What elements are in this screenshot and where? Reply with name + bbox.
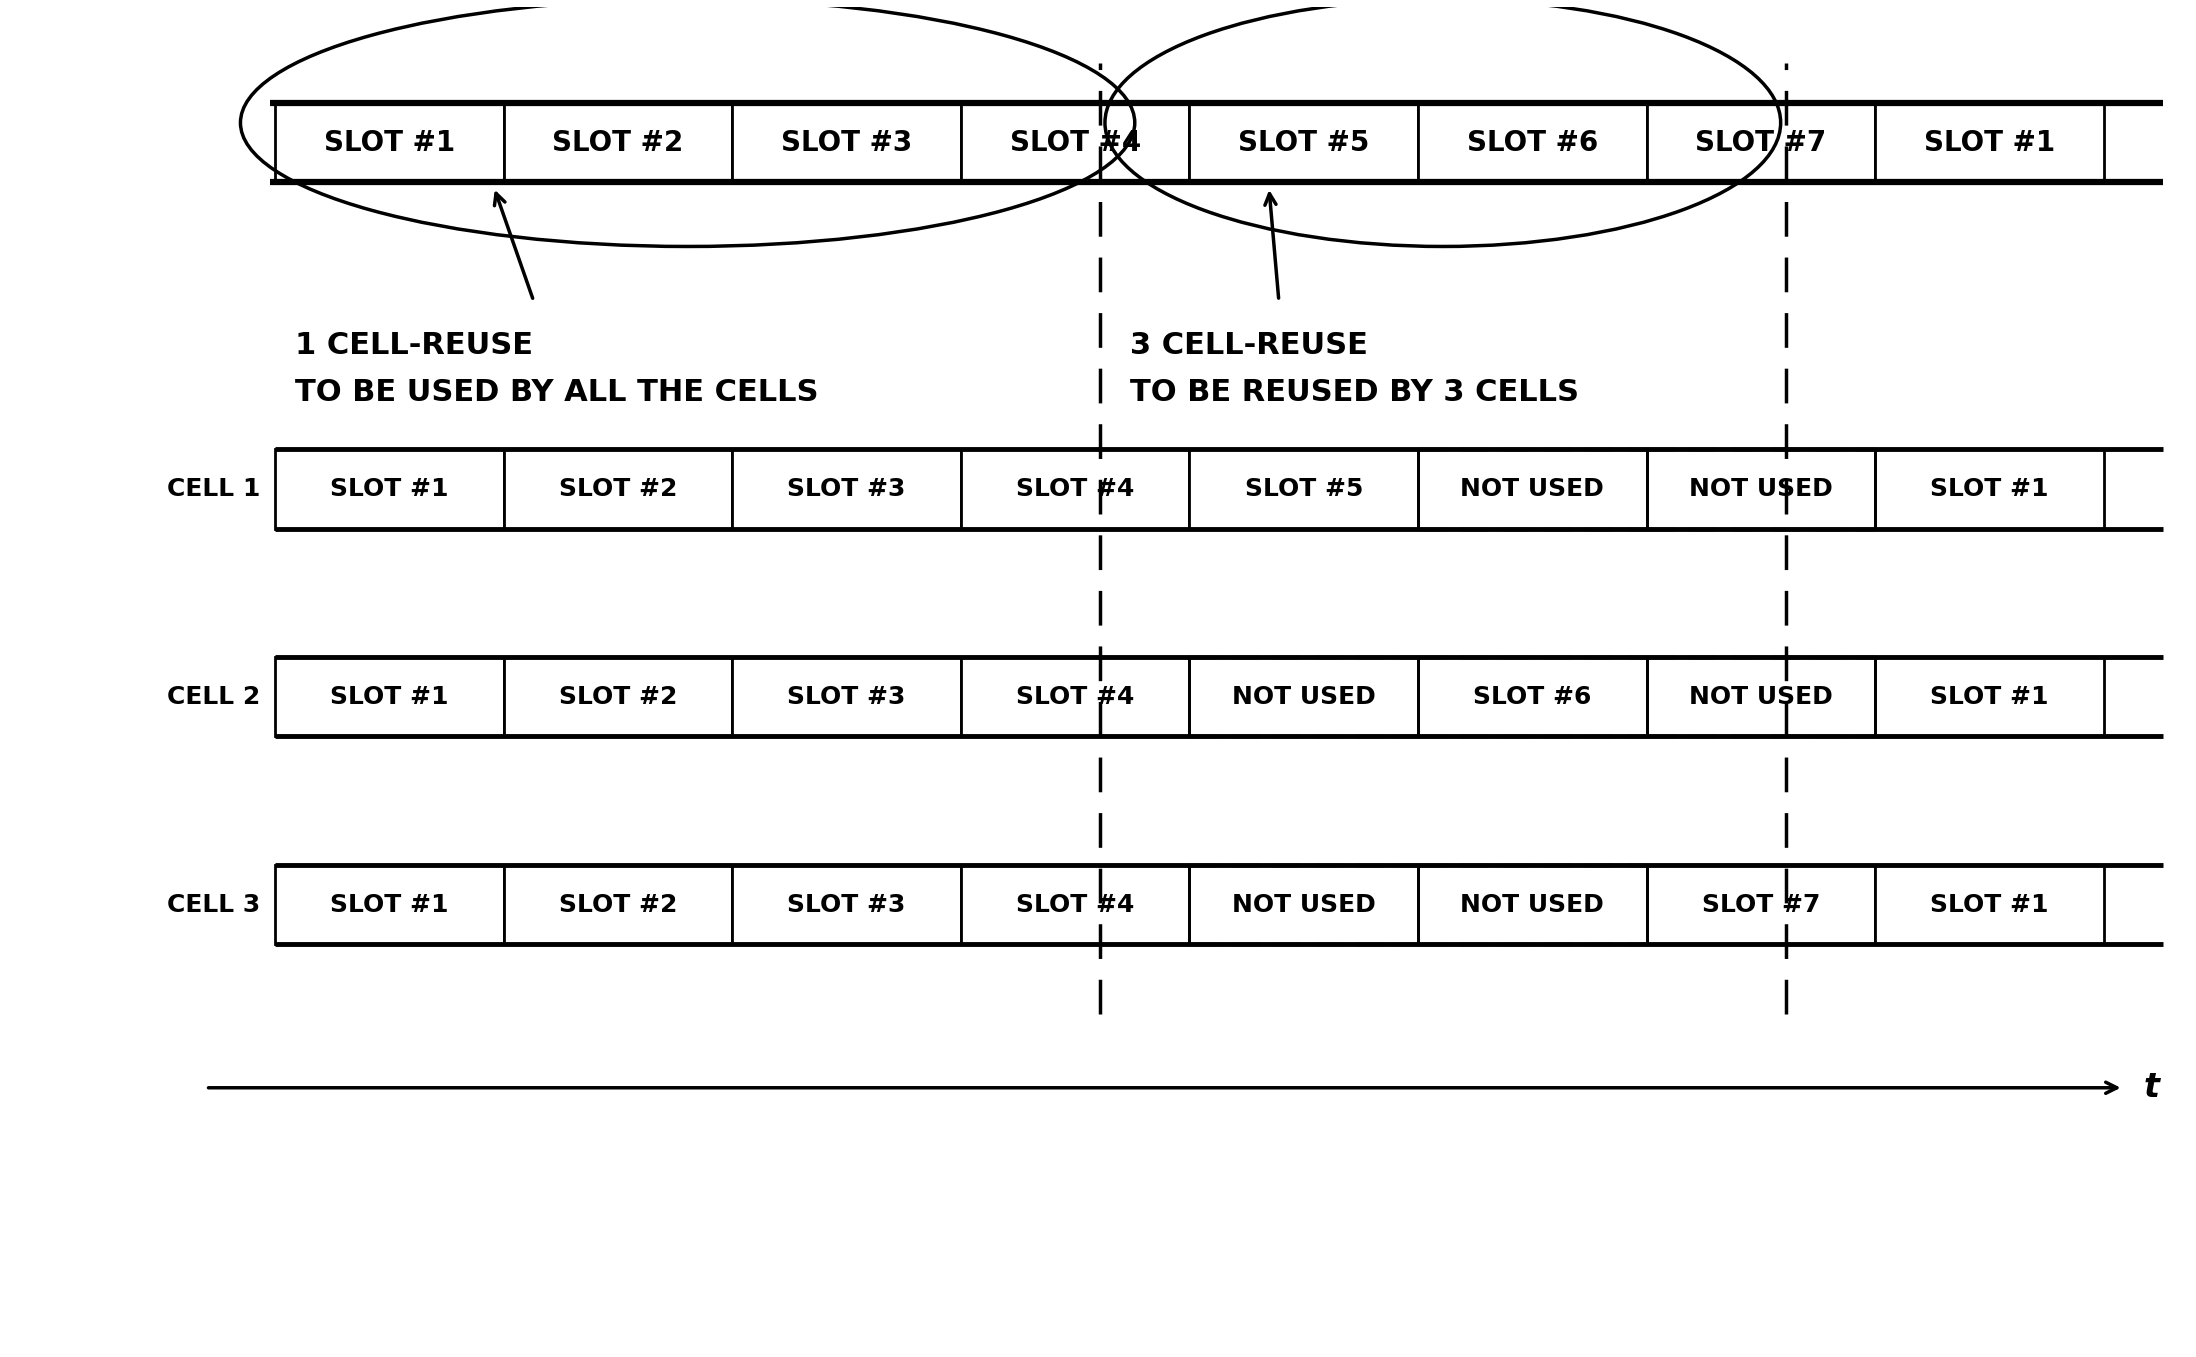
Bar: [503, 449, 731, 528]
Text: CELL 1: CELL 1: [167, 476, 261, 501]
Bar: [1647, 103, 1875, 182]
Bar: [274, 657, 503, 737]
Bar: [962, 657, 1190, 737]
Text: SLOT #6: SLOT #6: [1467, 129, 1599, 156]
Bar: [962, 449, 1190, 528]
Text: SLOT #7: SLOT #7: [1702, 893, 1820, 917]
Text: SLOT #3: SLOT #3: [788, 685, 905, 708]
Text: SLOT #4: SLOT #4: [1017, 893, 1135, 917]
Bar: [962, 103, 1190, 182]
Text: t: t: [2143, 1071, 2159, 1105]
Bar: [1875, 103, 2104, 182]
Bar: [503, 103, 731, 182]
Bar: [274, 864, 503, 944]
Bar: [1875, 864, 2104, 944]
Bar: [1190, 103, 1419, 182]
Text: SLOT #1: SLOT #1: [1930, 685, 2049, 708]
Text: SLOT #7: SLOT #7: [1695, 129, 1827, 156]
Text: NOT USED: NOT USED: [1460, 893, 1603, 917]
Text: SLOT #3: SLOT #3: [788, 476, 905, 501]
Text: SLOT #1: SLOT #1: [1930, 893, 2049, 917]
Text: SLOT #2: SLOT #2: [553, 129, 683, 156]
Text: SLOT #1: SLOT #1: [329, 476, 448, 501]
Bar: [1875, 449, 2104, 528]
Bar: [731, 864, 962, 944]
Text: SLOT #1: SLOT #1: [329, 685, 448, 708]
Bar: [274, 449, 503, 528]
Text: SLOT #2: SLOT #2: [558, 893, 676, 917]
Text: SLOT #6: SLOT #6: [1474, 685, 1592, 708]
Bar: [1647, 864, 1875, 944]
Text: SLOT #3: SLOT #3: [782, 129, 911, 156]
Bar: [731, 103, 962, 182]
Bar: [274, 103, 503, 182]
Bar: [1875, 657, 2104, 737]
Text: CELL 2: CELL 2: [167, 685, 261, 708]
Text: SLOT #1: SLOT #1: [329, 893, 448, 917]
Text: SLOT #4: SLOT #4: [1017, 476, 1135, 501]
Text: 3 CELL-REUSE
TO BE REUSED BY 3 CELLS: 3 CELL-REUSE TO BE REUSED BY 3 CELLS: [1129, 331, 1579, 407]
Text: SLOT #5: SLOT #5: [1245, 476, 1364, 501]
Bar: [962, 864, 1190, 944]
Text: NOT USED: NOT USED: [1689, 685, 1834, 708]
Text: NOT USED: NOT USED: [1232, 685, 1375, 708]
Text: SLOT #4: SLOT #4: [1010, 129, 1140, 156]
Text: NOT USED: NOT USED: [1689, 476, 1834, 501]
Text: SLOT #5: SLOT #5: [1239, 129, 1370, 156]
Bar: [731, 449, 962, 528]
Text: SLOT #1: SLOT #1: [1924, 129, 2055, 156]
Bar: [731, 657, 962, 737]
Text: 1 CELL-REUSE
TO BE USED BY ALL THE CELLS: 1 CELL-REUSE TO BE USED BY ALL THE CELLS: [294, 331, 819, 407]
Bar: [1419, 103, 1647, 182]
Text: NOT USED: NOT USED: [1232, 893, 1375, 917]
Text: SLOT #3: SLOT #3: [788, 893, 905, 917]
Text: NOT USED: NOT USED: [1460, 476, 1603, 501]
Bar: [503, 864, 731, 944]
Bar: [503, 657, 731, 737]
Text: SLOT #4: SLOT #4: [1017, 685, 1135, 708]
Text: SLOT #2: SLOT #2: [558, 685, 676, 708]
Text: SLOT #2: SLOT #2: [558, 476, 676, 501]
Text: SLOT #1: SLOT #1: [1930, 476, 2049, 501]
Text: CELL 3: CELL 3: [167, 893, 261, 917]
Text: SLOT #1: SLOT #1: [325, 129, 455, 156]
Bar: [1190, 449, 1419, 528]
